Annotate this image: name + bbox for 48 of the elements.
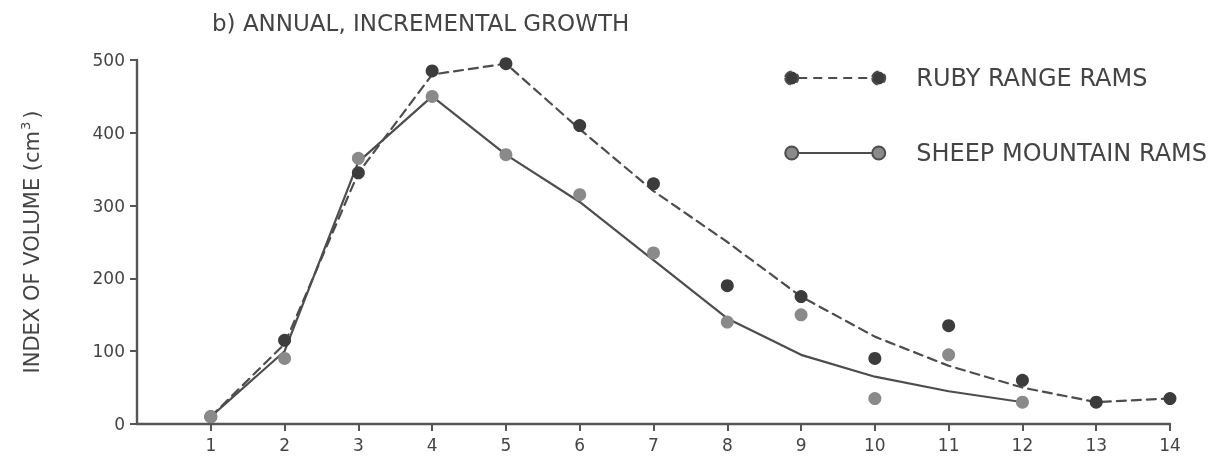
- point: [647, 177, 660, 191]
- y-tick-label: 500: [92, 50, 125, 70]
- x-tick-label: 1: [205, 434, 217, 455]
- point: [647, 246, 660, 260]
- point: [868, 351, 882, 365]
- point: [351, 166, 365, 180]
- legend-label: RUBY RANGE RAMS: [916, 64, 1148, 92]
- point: [499, 57, 513, 71]
- point: [794, 308, 808, 322]
- x-tick-label: 11: [937, 434, 960, 455]
- x-tick-label: 4: [426, 434, 438, 455]
- point: [942, 319, 956, 333]
- x-tick-label: 14: [1159, 434, 1181, 455]
- point: [1015, 373, 1029, 387]
- y-tick-label: 400: [92, 122, 125, 143]
- point: [720, 315, 734, 329]
- y-tick-label: 300: [92, 195, 125, 216]
- x-tick-label: 8: [721, 434, 733, 455]
- x-tick-label: 6: [574, 434, 586, 455]
- x-tick-label: 7: [648, 434, 659, 455]
- legend-label: SHEEP MOUNTAIN RAMS: [916, 139, 1207, 167]
- point: [720, 279, 734, 293]
- point: [425, 64, 439, 78]
- point: [794, 290, 808, 304]
- y-tick-label: 200: [92, 268, 125, 289]
- point: [1163, 392, 1177, 406]
- y-axis-title: INDEX OF VOLUME (cm3): [18, 110, 44, 374]
- point: [1015, 395, 1029, 409]
- chart-title: b) ANNUAL, INCREMENTAL GROWTH: [212, 9, 630, 36]
- x-tick-label: 10: [864, 434, 886, 455]
- x-tick-label: 13: [1085, 434, 1108, 455]
- x-tick-label: 5: [500, 434, 512, 455]
- x-tick-label: 2: [279, 434, 290, 455]
- point: [573, 119, 587, 133]
- x-tick-label: 12: [1011, 434, 1034, 455]
- point: [1089, 395, 1103, 409]
- point: [868, 392, 882, 406]
- point: [942, 348, 956, 362]
- y-tick-label: 0: [114, 414, 125, 434]
- point: [278, 333, 292, 347]
- x-tick-label: 3: [352, 434, 364, 455]
- point: [573, 188, 587, 202]
- point: [425, 89, 439, 103]
- point: [351, 151, 365, 165]
- point: [499, 148, 513, 162]
- point: [278, 351, 292, 365]
- y-tick-label: 100: [92, 341, 125, 362]
- x-tick-label: 9: [795, 434, 807, 455]
